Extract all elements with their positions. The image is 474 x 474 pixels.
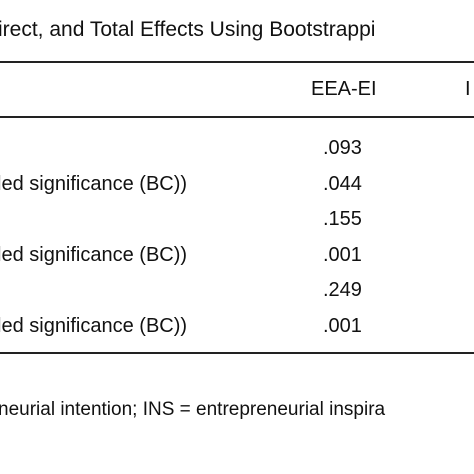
cell-value: .001 (323, 243, 362, 266)
table-note: neurial intention; INS = entrepreneurial… (0, 399, 386, 420)
cell-value: .001 (323, 314, 362, 337)
row-label: led significance (BC)) (0, 172, 188, 195)
table-title: irect, and Total Effects Using Bootstrap… (0, 18, 376, 41)
cell-value: .249 (323, 279, 362, 301)
top-rule (0, 61, 474, 63)
cell-value: .093 (323, 137, 362, 159)
cell-value: .155 (323, 208, 362, 230)
cell-value: .044 (323, 172, 362, 195)
column-header: I (465, 78, 471, 100)
bottom-rule (0, 352, 474, 354)
column-header: EEA-EI (311, 78, 377, 100)
row-label: led significance (BC)) (0, 243, 188, 266)
header-rule (0, 116, 474, 118)
row-label: led significance (BC)) (0, 314, 188, 337)
